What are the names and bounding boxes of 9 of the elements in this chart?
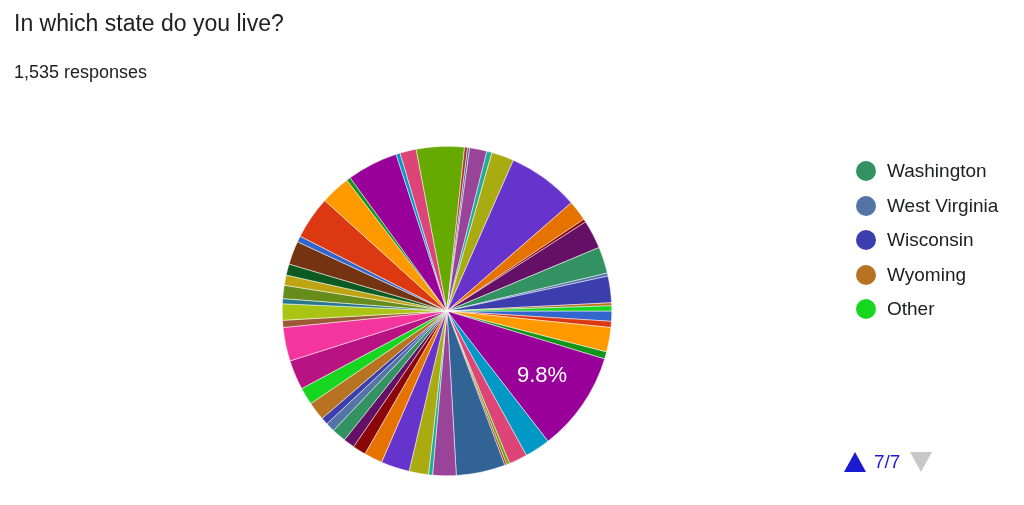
- legend-label: Other: [887, 298, 935, 321]
- legend-label: West Virginia: [887, 194, 999, 217]
- data-label: 9.8%: [516, 362, 568, 388]
- legend-label: Wisconsin: [887, 229, 974, 252]
- chart-title: In which state do you live?: [14, 10, 284, 37]
- legend-label: Wyoming: [887, 263, 967, 286]
- legend-label: Washington: [887, 160, 987, 183]
- text: 1,535 responses: [14, 62, 148, 83]
- text: 7/7: [874, 451, 901, 473]
